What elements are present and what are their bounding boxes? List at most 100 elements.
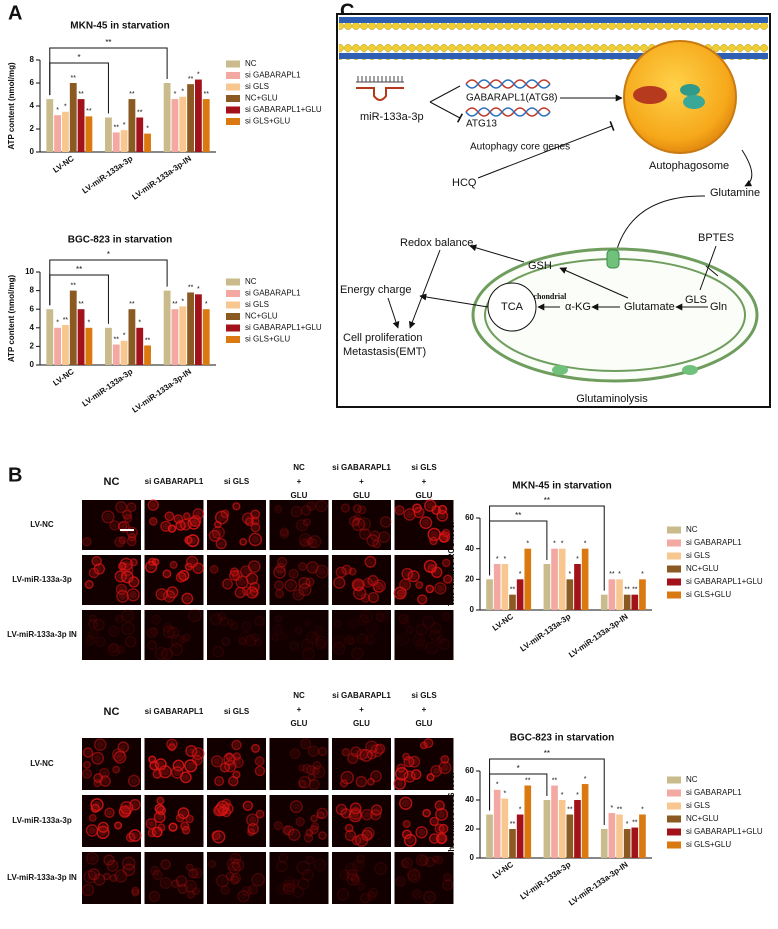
- cell-blob: [117, 647, 123, 652]
- cell-blob: [173, 514, 184, 524]
- cell-blob: [421, 615, 435, 629]
- cell-blob: [374, 541, 379, 547]
- legend-swatch: [667, 578, 681, 586]
- cell-blob: [211, 525, 225, 539]
- cell-blob: [396, 779, 404, 788]
- cell-blob: [289, 800, 303, 814]
- bar: [524, 785, 532, 858]
- cell-blob: [274, 505, 283, 514]
- cell-blob: [275, 568, 284, 577]
- legend-label: si GLS+GLU: [245, 335, 290, 344]
- cell-blob: [368, 624, 377, 633]
- micrograph: [207, 555, 266, 605]
- cell-blob: [85, 852, 99, 865]
- significance-label: *: [123, 122, 126, 129]
- diagram-caption: Glutaminolysis: [576, 393, 648, 405]
- significance-label: **: [129, 91, 135, 98]
- cell-blob: [126, 526, 138, 539]
- cell-blob: [305, 765, 316, 775]
- cell-blob: [223, 639, 229, 645]
- cell-blob: [418, 855, 429, 866]
- legend-label: si GLS: [686, 551, 710, 560]
- bracket: [49, 274, 109, 324]
- bar: [112, 132, 120, 152]
- cell-blob: [433, 857, 438, 862]
- outcome-label: Metastasis(EMT): [343, 346, 426, 358]
- cell-blob: [278, 853, 288, 864]
- cell-blob: [335, 579, 343, 587]
- cell-blob: [212, 830, 226, 844]
- micrograph: [332, 500, 392, 550]
- cell-blob: [278, 862, 286, 870]
- cell-blob: [172, 881, 178, 887]
- cell-blob: [182, 773, 190, 781]
- cell-blob: [208, 529, 221, 542]
- cell-blob: [364, 829, 373, 838]
- cell-blob: [86, 581, 92, 588]
- significance-label: *: [568, 571, 571, 578]
- significance-label: *: [123, 333, 126, 340]
- y-tick-label: 0: [470, 605, 475, 614]
- cell-blob: [128, 533, 137, 542]
- micrograph: [332, 609, 391, 660]
- significance-label: *: [584, 776, 587, 783]
- cell-blob: [109, 520, 120, 531]
- cell-blob: [430, 764, 443, 777]
- micrograph-bg: [144, 795, 204, 847]
- bar: [128, 309, 136, 365]
- cell-blob: [234, 504, 239, 509]
- cell-blob: [351, 518, 358, 525]
- cell-blob: [190, 611, 199, 620]
- cell-blob: [149, 627, 158, 636]
- outcome-label: Cell proliferation: [343, 332, 422, 344]
- enzyme-label: GLS: [685, 294, 707, 306]
- cell-blob: [344, 862, 358, 876]
- significance-label: **: [78, 301, 84, 308]
- cell-blob: [193, 869, 201, 877]
- cell-blob: [93, 618, 105, 631]
- micrograph: [144, 738, 205, 790]
- cell-blob: [169, 526, 175, 532]
- cell-blob: [318, 831, 327, 840]
- cell-blob: [114, 536, 125, 548]
- significance-label: *: [181, 89, 184, 96]
- cell-blob: [145, 818, 157, 830]
- legend-swatch: [667, 815, 681, 823]
- cell-blob: [380, 533, 388, 541]
- bar: [639, 579, 646, 610]
- cell-blob: [398, 765, 404, 771]
- significance-label: *: [503, 556, 506, 563]
- cell-blob: [307, 830, 312, 835]
- cell-blob: [168, 743, 176, 752]
- cell-blob: [283, 827, 290, 833]
- cell-blob: [428, 643, 436, 652]
- bar: [120, 130, 128, 152]
- cell-blob: [185, 814, 194, 824]
- cell-blob: [382, 518, 390, 526]
- x-tick-label: LV-miR-133a-3p-IN: [567, 860, 630, 908]
- cell-blob: [305, 855, 315, 865]
- cell-blob: [256, 617, 263, 625]
- cell-blob: [149, 642, 156, 649]
- legend-swatch: [667, 565, 681, 573]
- inhibition: [429, 85, 460, 118]
- cell-blob: [361, 808, 373, 821]
- significance-label: *: [618, 571, 621, 578]
- cell-blob: [84, 579, 94, 589]
- cell-blob: [417, 828, 426, 837]
- cell-blob: [436, 509, 449, 522]
- cell-blob: [431, 632, 439, 639]
- cell-blob: [238, 578, 247, 587]
- cell-blob: [334, 637, 344, 646]
- y-tick-label: 40: [465, 544, 474, 553]
- cell-blob: [347, 832, 354, 839]
- cell-blob: [404, 754, 409, 759]
- micrograph-bg: [82, 500, 141, 550]
- cell-blob: [372, 772, 380, 780]
- cell-blob: [177, 877, 185, 885]
- cell-blob: [172, 759, 185, 772]
- significance-label: **: [71, 75, 77, 82]
- column-header: si GABARAPL1: [332, 463, 391, 472]
- bar: [574, 800, 581, 858]
- cell-blob: [343, 773, 352, 782]
